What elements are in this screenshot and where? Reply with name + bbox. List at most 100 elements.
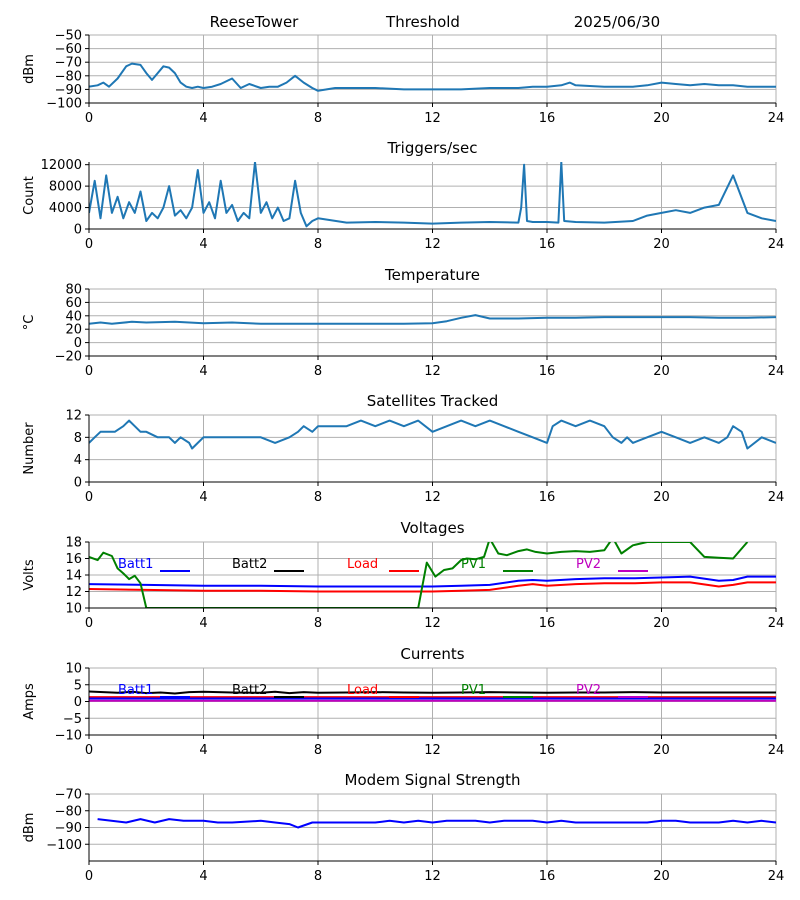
y-tick-label: 16 (65, 552, 82, 567)
panel-modem: 0 4 8 12 16 20 24 −100 −90 −80−70 Modem Signal Str… (22, 771, 784, 884)
grid-triggers (88, 162, 777, 230)
y-axis-label: Number (22, 422, 37, 475)
series-line-temperature (89, 314, 776, 325)
y-tick-label: 4 (74, 453, 82, 468)
panel-title: Satellites Tracked (367, 392, 498, 410)
series-triggers (89, 162, 776, 228)
y-tick-label: −20 (55, 350, 82, 365)
y-tick-label: −80 (55, 69, 82, 84)
x-tick-label: 20 (653, 616, 670, 631)
panel-satellites: 0 4 8 12 16 20 24 0 4 8 12 Satellites Tracked Number (22, 392, 784, 505)
series-line-modem (97, 818, 776, 829)
y-tick-label: 14 (65, 569, 82, 584)
x-tick-label: 8 (314, 869, 322, 884)
panel-title: Modem Signal Strength (345, 771, 521, 789)
y-tick-label: 8000 (49, 180, 82, 195)
x-tick-label: 24 (768, 490, 785, 505)
grid-modem (88, 793, 777, 861)
legend-label-pv1: PV1 (461, 557, 486, 572)
series-signal (89, 62, 776, 92)
panel-triggers: 0 4 8 12 16 20 24 0 4000 8000 12000 Triggers/sec Cou… (22, 139, 784, 252)
x-tick-label: 0 (85, 111, 93, 126)
x-tick-label: 12 (424, 237, 441, 252)
legend-label-batt1: Batt1 (118, 683, 153, 698)
x-tick-label: 12 (424, 869, 441, 884)
y-tick-label: −50 (55, 29, 82, 44)
series-line-load (89, 581, 776, 593)
series-line-triggers (89, 162, 776, 228)
y-tick-label: 10 (65, 602, 82, 617)
x-tick-label: 8 (314, 364, 322, 379)
y-tick-label: 12000 (41, 158, 82, 173)
y-tick-label: 12 (65, 409, 82, 424)
header-mode: Threshold (385, 13, 460, 31)
legend-label-load: Load (347, 683, 378, 698)
x-tick-label: 0 (85, 869, 93, 884)
x-tick-label: 24 (768, 111, 785, 126)
x-tick-label: 12 (424, 743, 441, 758)
x-tick-label: 24 (768, 237, 785, 252)
x-tick-label: 16 (539, 490, 556, 505)
y-tick-label: −10 (55, 729, 82, 744)
x-tick-label: 8 (314, 616, 322, 631)
header-site: ReeseTower (210, 13, 300, 31)
x-tick-label: 12 (424, 616, 441, 631)
y-tick-label: −90 (55, 83, 82, 98)
x-tick-label: 12 (424, 111, 441, 126)
y-axis-label: dBm (22, 813, 37, 843)
y-tick-label: −5 (63, 712, 82, 727)
series-modem (97, 818, 776, 829)
x-tick-label: 4 (199, 237, 207, 252)
panel-title: Voltages (400, 519, 464, 537)
y-tick-label: −70 (55, 788, 82, 803)
y-axis-label: Volts (22, 559, 37, 591)
y-tick-label: 5 (74, 678, 82, 693)
x-tick-label: 20 (653, 490, 670, 505)
x-tick-label: 24 (768, 364, 785, 379)
series-line-signal (89, 62, 776, 92)
y-tick-label: 0 (74, 223, 82, 238)
x-tick-label: 16 (539, 364, 556, 379)
legend-currents: Batt1 Batt2 Load PV1 PV2 (118, 683, 648, 698)
y-tick-label: 8 (74, 431, 82, 446)
y-tick-label: 18 (65, 536, 82, 551)
legend-label-batt2: Batt2 (232, 557, 267, 572)
x-tick-label: 4 (199, 869, 207, 884)
y-tick-label: 10 (65, 662, 82, 677)
y-tick-label: −100 (46, 97, 82, 112)
y-tick-label: −90 (55, 821, 82, 836)
series-line-batt1 (89, 575, 776, 588)
legend-label-pv2: PV2 (576, 557, 601, 572)
x-tick-label: 8 (314, 111, 322, 126)
legend-voltages: Batt1 Batt2 Load PV1 PV2 (118, 557, 648, 572)
x-tick-label: 12 (424, 364, 441, 379)
header: ReeseTower Threshold 2025/06/30 (210, 13, 661, 31)
series-line-satellites (89, 419, 776, 450)
x-tick-label: 16 (539, 616, 556, 631)
y-tick-label: 0 (74, 695, 82, 710)
grid-voltages (88, 541, 777, 609)
grid-signal (88, 34, 777, 104)
x-tick-label: 8 (314, 237, 322, 252)
x-tick-label: 24 (768, 616, 785, 631)
x-tick-label: 16 (539, 743, 556, 758)
series-currents (89, 690, 776, 702)
series-satellites (89, 419, 776, 450)
x-tick-label: 8 (314, 743, 322, 758)
x-tick-label: 8 (314, 490, 322, 505)
y-tick-label: 0 (74, 476, 82, 491)
x-tick-label: 16 (539, 237, 556, 252)
y-tick-label: 0 (74, 336, 82, 351)
panel-title: Triggers/sec (387, 139, 478, 157)
series-line-batt2 (89, 690, 776, 695)
legend-label-batt1: Batt1 (118, 557, 153, 572)
y-tick-label: −100 (46, 838, 82, 853)
x-tick-label: 4 (199, 743, 207, 758)
y-axis-label: dBm (22, 54, 37, 84)
panel-title: Temperature (384, 266, 480, 284)
y-tick-label: 12 (65, 585, 82, 600)
x-tick-label: 0 (85, 616, 93, 631)
